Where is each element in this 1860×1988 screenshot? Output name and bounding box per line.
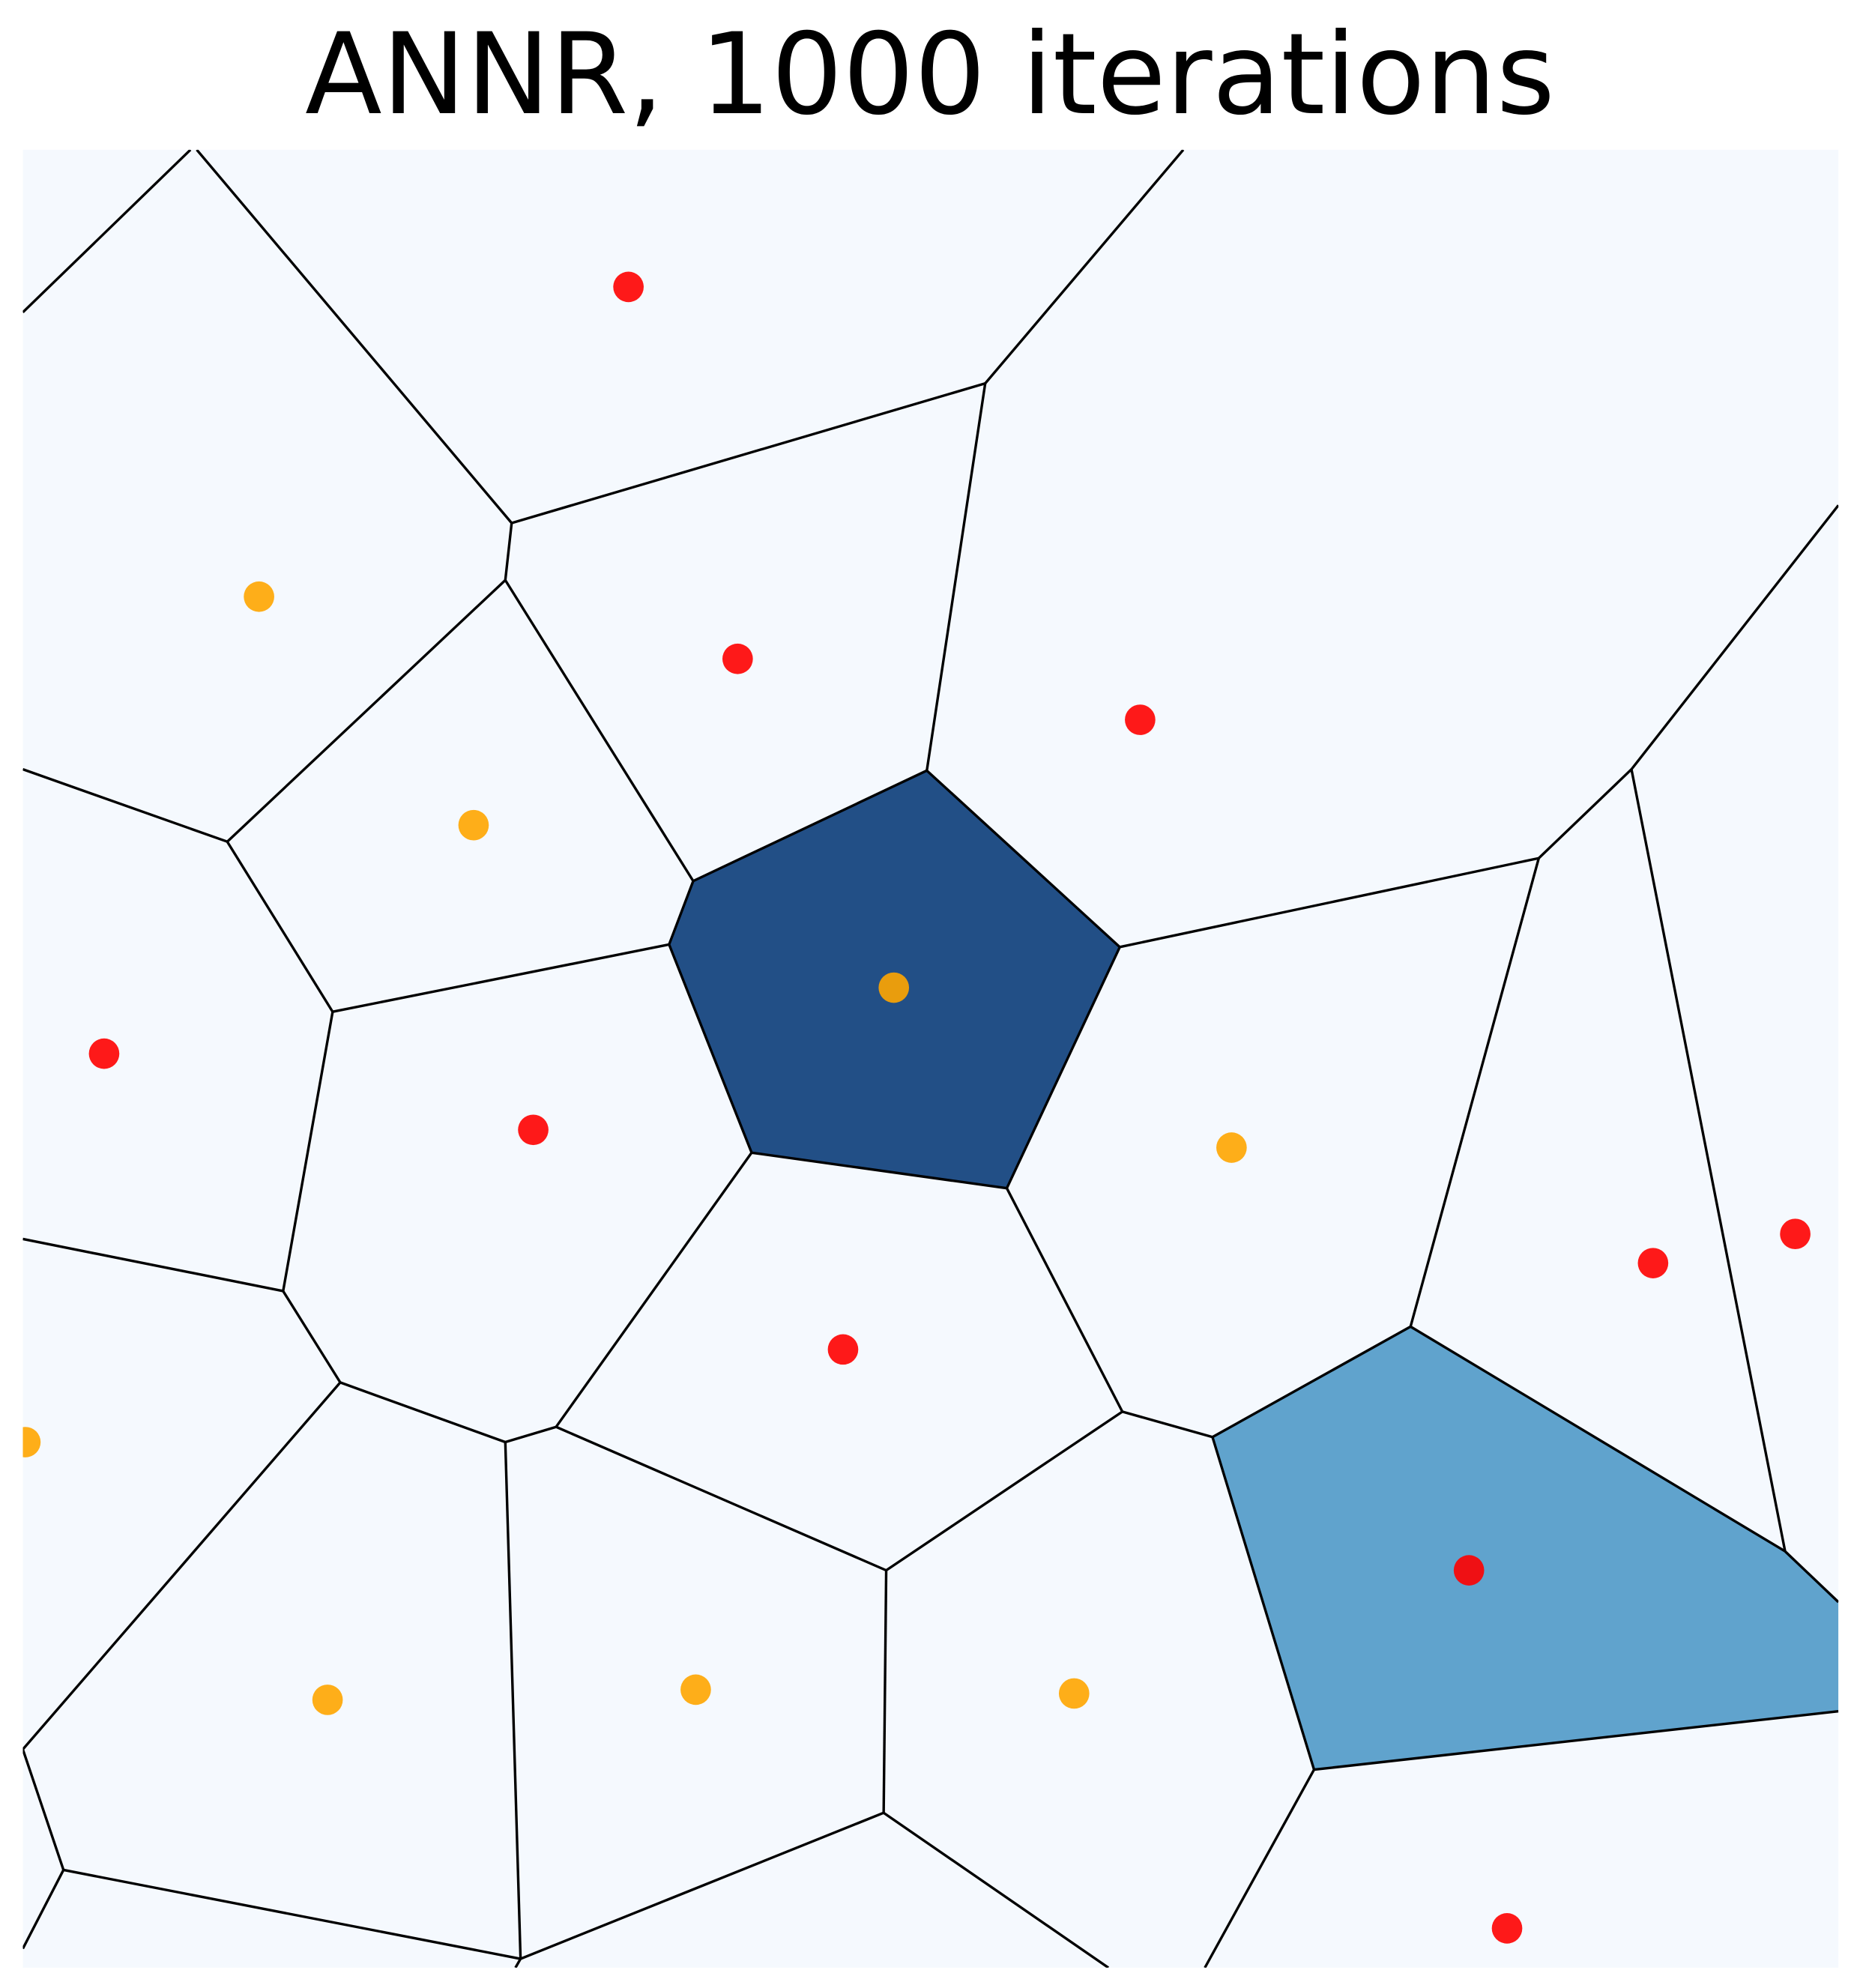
voronoi-edge (22, 1237, 284, 1293)
red-point (1637, 1248, 1669, 1278)
red-point (1453, 1555, 1485, 1586)
voronoi-edge (883, 1811, 1109, 1968)
voronoi-edge (22, 1381, 342, 1750)
voronoi-edge (519, 1811, 884, 1960)
voronoi-edge (1204, 1768, 1315, 1968)
voronoi-edge (22, 768, 228, 843)
voronoi-edge (514, 1958, 522, 1968)
orange-point (878, 972, 910, 1003)
voronoi-edge (1211, 1436, 1316, 1771)
voronoi-edge (504, 579, 695, 882)
voronoi-edge (504, 1442, 522, 1960)
voronoi-edge (22, 1869, 65, 1950)
orange-point (680, 1674, 711, 1705)
red-point (88, 1038, 120, 1069)
orange-point (22, 1427, 41, 1457)
voronoi-edge (1410, 1325, 1786, 1553)
voronoi-edge (1122, 1410, 1213, 1439)
orange-point (1058, 1678, 1090, 1709)
voronoi-edge (1005, 1187, 1124, 1413)
voronoi-edge (63, 1868, 521, 1960)
site-points (22, 271, 1811, 1944)
voronoi-edge (511, 382, 986, 525)
voronoi-edge (504, 522, 513, 581)
voronoi-edge (196, 149, 513, 525)
voronoi-edge (555, 1152, 753, 1428)
red-point (518, 1114, 549, 1146)
diagram-title: ANNR, 1000 iterations (305, 10, 1555, 140)
red-point (1125, 704, 1156, 735)
voronoi-edge (1119, 856, 1539, 949)
voronoi-edge (1314, 1709, 1839, 1771)
voronoi-edge (226, 841, 334, 1013)
voronoi-edge (1409, 857, 1541, 1327)
voronoi-edge (555, 1425, 887, 1572)
voronoi-edge (1784, 1550, 1839, 1604)
voronoi-edge (1212, 1325, 1412, 1439)
voronoi-edge (1538, 768, 1633, 859)
voronoi-edge (882, 1570, 888, 1813)
red-point (1780, 1218, 1811, 1250)
voronoi-edge (984, 149, 1185, 384)
voronoi-edge (22, 149, 192, 313)
red-point (1491, 1913, 1523, 1944)
voronoi-edge (926, 383, 987, 771)
orange-point (244, 581, 274, 612)
voronoi-edge (1630, 504, 1839, 770)
voronoi-edge (22, 1748, 65, 1870)
voronoi-edge (282, 1290, 342, 1383)
voronoi-edge (226, 578, 507, 843)
voronoi-edge (332, 943, 670, 1013)
voronoi-edge (504, 1425, 557, 1444)
red-point (613, 271, 644, 303)
red-point (722, 643, 753, 674)
red-point (827, 1334, 859, 1365)
voronoi-edge (885, 1410, 1123, 1572)
orange-point (458, 809, 489, 841)
orange-point (1216, 1132, 1247, 1163)
highlighted-cell-light (1212, 1326, 1839, 1770)
voronoi-edge (339, 1381, 506, 1444)
voronoi-edge (1630, 769, 1787, 1552)
orange-point (312, 1685, 343, 1715)
voronoi-edges (22, 149, 1839, 1968)
voronoi-edge (282, 1011, 334, 1292)
